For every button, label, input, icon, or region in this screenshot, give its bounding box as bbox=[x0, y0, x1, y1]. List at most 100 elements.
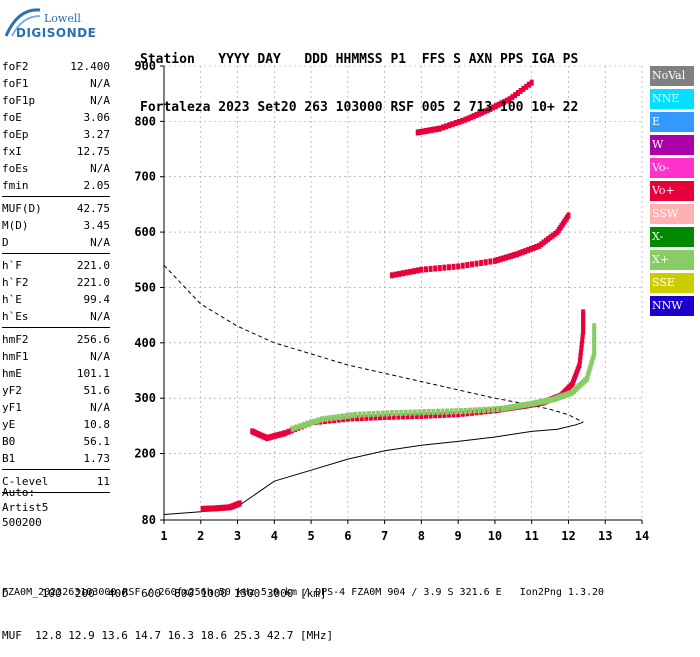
param-separator bbox=[2, 253, 110, 254]
legend-item: SSW bbox=[650, 204, 694, 224]
param-row: foF1p N/A bbox=[2, 92, 110, 109]
echo-point-3f2 bbox=[429, 127, 434, 134]
param-value: 42.75 bbox=[76, 202, 110, 215]
file-info: FZA0M_2023263103000.RSF / 260fx256h 50 k… bbox=[2, 587, 605, 598]
echo-point-2f2 bbox=[503, 254, 508, 261]
legend-item: W bbox=[650, 135, 694, 155]
echo-point-2f2 bbox=[488, 258, 493, 265]
param-row: fmin 2.05 bbox=[2, 177, 110, 194]
y-tick-label: 200 bbox=[134, 447, 156, 461]
param-value: 56.1 bbox=[83, 435, 111, 448]
param-row: foEs N/A bbox=[2, 160, 110, 177]
x-tick-label: 4 bbox=[271, 529, 278, 543]
param-label: hmF2 bbox=[2, 333, 29, 346]
echo-point-f2-o bbox=[578, 349, 583, 356]
echo-point-f2-o bbox=[405, 413, 410, 420]
auto-label: Auto: bbox=[2, 486, 36, 499]
x-tick-label: 5 bbox=[307, 529, 314, 543]
echo-point-f2-x bbox=[357, 411, 362, 418]
topside-profile bbox=[163, 264, 584, 423]
echo-point-2f2 bbox=[412, 268, 417, 275]
legend-item: Vo- bbox=[650, 158, 694, 178]
echo-point-f2-x bbox=[332, 414, 337, 421]
echo-point-f2-x bbox=[316, 417, 321, 424]
echo-point-f2-o bbox=[276, 431, 281, 438]
echo-point-f2-x bbox=[431, 408, 436, 415]
param-value: 10.8 bbox=[83, 418, 111, 431]
echo-point-f2-x bbox=[486, 406, 491, 413]
echo-point-3f2 bbox=[491, 104, 496, 111]
echo-point-2f2 bbox=[539, 241, 544, 248]
echo-point-f2-x bbox=[399, 409, 404, 416]
station-header: Station YYYY DAY DDD HHMMSS P1 FFS S AXN… bbox=[140, 20, 578, 132]
echo-point-2f2 bbox=[498, 256, 503, 263]
echo-point-f2-o bbox=[446, 411, 451, 418]
echo-point-f2-x bbox=[588, 363, 593, 370]
echo-point-3f2 bbox=[469, 114, 474, 121]
echo-point-2f2 bbox=[517, 250, 522, 257]
echo-point-2f2 bbox=[506, 253, 511, 260]
header-labels: Station YYYY DAY DDD HHMMSS P1 FFS S AXN… bbox=[140, 52, 579, 67]
echo-point-2f2 bbox=[401, 270, 405, 277]
param-label: yF1 bbox=[2, 401, 22, 414]
param-value: N/A bbox=[90, 310, 110, 323]
echo-point-2f2 bbox=[534, 243, 539, 250]
echo-point-3f2 bbox=[435, 126, 440, 133]
echo-point-2f2 bbox=[446, 264, 451, 271]
param-label: foF1p bbox=[2, 94, 36, 107]
echo-point-3f2 bbox=[496, 101, 501, 108]
echo-point-3f2 bbox=[526, 81, 531, 88]
legend-item: NNW bbox=[650, 296, 694, 316]
param-row: yF1 N/A bbox=[2, 399, 110, 416]
echo-point-f2-o bbox=[271, 433, 276, 440]
echo-point-f2-x bbox=[556, 394, 561, 401]
echo-point-f2-o bbox=[281, 430, 286, 437]
echo-point-f2-x bbox=[328, 415, 333, 422]
echo-point-f2-x bbox=[551, 396, 556, 403]
echo-point-2f2 bbox=[456, 263, 461, 270]
echo-point-2f2 bbox=[550, 232, 555, 239]
echo-point-3f2 bbox=[453, 120, 458, 127]
param-value: 12.75 bbox=[76, 145, 110, 158]
param-row: foF2 12.400 bbox=[2, 58, 110, 75]
param-row: MUF(D) 42.75 bbox=[2, 200, 110, 217]
param-row: h`E 99.4 bbox=[2, 291, 110, 308]
echo-point-2f2 bbox=[465, 262, 470, 269]
echo-point-f2-x bbox=[546, 397, 551, 404]
x-tick-label: 14 bbox=[635, 529, 649, 543]
param-value: 221.0 bbox=[76, 259, 110, 272]
x-tick-label: 7 bbox=[381, 529, 388, 543]
x-tick-label: 1 bbox=[160, 529, 167, 543]
echo-point-2f2 bbox=[433, 265, 438, 272]
y-tick-label: 80 bbox=[142, 513, 156, 527]
echo-point-3f2 bbox=[485, 107, 490, 114]
echo-point-f2-o bbox=[579, 341, 584, 348]
echo-point-f2-o bbox=[274, 432, 279, 439]
param-value: 221.0 bbox=[76, 276, 110, 289]
echo-point-f2-x bbox=[366, 411, 371, 418]
echo-point-3f2 bbox=[488, 105, 493, 112]
chart-grid bbox=[163, 65, 643, 521]
scaled-parameters-panel: foF2 12.400 foF1 N/A foF1p N/A foE 3.06 foEp 3.27… bbox=[2, 58, 110, 496]
param-separator bbox=[2, 492, 110, 493]
echo-point-f2-x bbox=[477, 407, 482, 414]
echo-point-f2-x bbox=[301, 422, 306, 429]
echo-point-f2-o bbox=[269, 433, 274, 440]
echo-point-3f2 bbox=[524, 83, 529, 90]
echo-point-3f2 bbox=[480, 109, 485, 116]
echo-point-2f2 bbox=[495, 257, 500, 264]
param-label: yF2 bbox=[2, 384, 22, 397]
echo-point-3f2 bbox=[421, 128, 426, 135]
x-tick-label: 3 bbox=[234, 529, 241, 543]
echo-point-f2-x bbox=[554, 395, 559, 402]
echo-point-2f2 bbox=[419, 266, 424, 273]
echo-point-f2-o bbox=[580, 332, 585, 339]
echo-point-f2-o bbox=[267, 434, 272, 441]
param-label: h`F bbox=[2, 259, 22, 272]
echo-point-f2-x bbox=[336, 414, 341, 421]
echo-point-f2-x bbox=[592, 330, 597, 337]
echo-point-f2-x bbox=[587, 366, 592, 373]
echo-point-f2-x bbox=[584, 375, 589, 382]
echo-point-f2-x bbox=[592, 347, 597, 354]
echo-point-2f2 bbox=[415, 267, 420, 274]
